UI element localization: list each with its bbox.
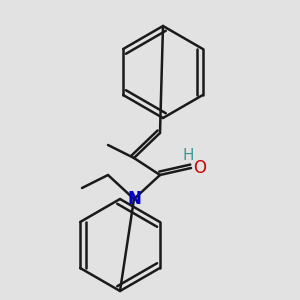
Text: O: O — [194, 159, 206, 177]
Text: N: N — [127, 190, 141, 208]
Text: H: H — [182, 148, 194, 163]
